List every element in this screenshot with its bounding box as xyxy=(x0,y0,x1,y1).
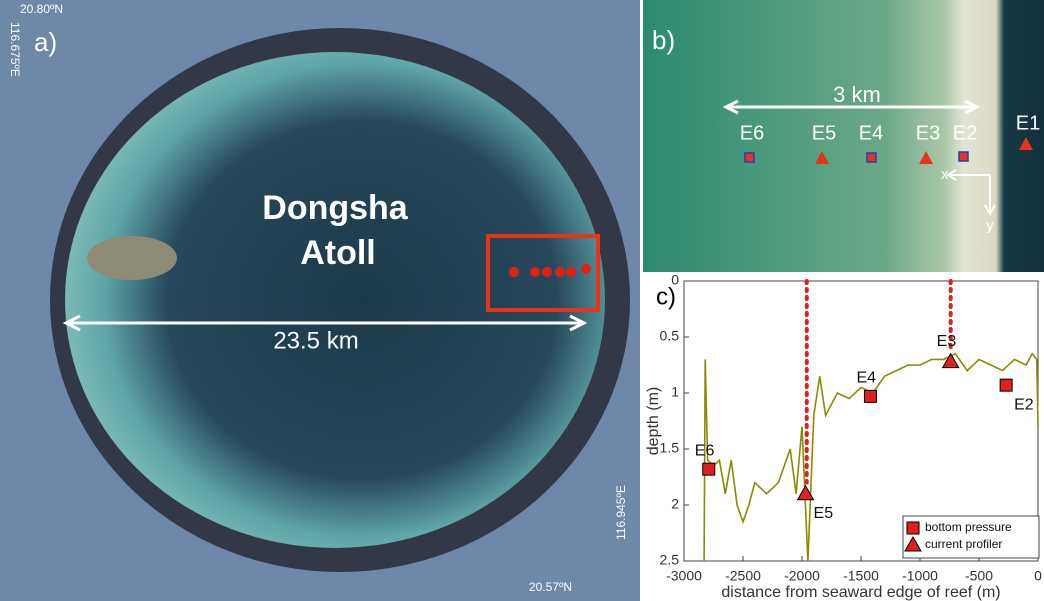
station-label: E3 xyxy=(916,122,940,144)
station-label: E5 xyxy=(814,505,834,522)
satellite-bg xyxy=(643,0,1044,272)
panel-b: b) 3 km E6 E5 E4 E3 E2 E1 x y xyxy=(643,0,1044,272)
station-label: E3 xyxy=(937,333,957,350)
y-tick-label: 2.5 xyxy=(660,552,680,568)
lon-label: 116.675ºE xyxy=(8,22,22,77)
marker-square xyxy=(1000,379,1012,391)
y-tick-label: 0.5 xyxy=(660,328,680,344)
x-tick-label: -500 xyxy=(965,568,993,584)
atoll xyxy=(65,52,605,548)
atoll-name: Atoll xyxy=(300,234,376,272)
scale-label: 23.5 km xyxy=(273,327,358,354)
x-tick-label: 0 xyxy=(1034,568,1042,584)
x-tick-label: -1500 xyxy=(843,568,879,584)
panel-a: a) 20.80ºN 116.675ºE Dongsha Atoll 23.5 … xyxy=(0,0,640,601)
y-tick-label: 1 xyxy=(671,384,679,400)
station-label: E6 xyxy=(740,122,764,144)
y-tick-label: 0 xyxy=(671,272,679,288)
station-label: E1 xyxy=(1016,112,1040,134)
x-tick-label: -2000 xyxy=(784,568,820,584)
x-tick-label: -1000 xyxy=(902,568,938,584)
y-tick-label: 1.5 xyxy=(660,440,680,456)
station-label: E2 xyxy=(953,122,977,144)
atoll-name: Dongsha xyxy=(262,189,409,227)
station-label: E6 xyxy=(695,442,715,459)
marker-square xyxy=(703,463,715,475)
lat-label: 20.57ºN xyxy=(529,580,572,594)
legend-label: current profiler xyxy=(925,537,1002,551)
station-label: E4 xyxy=(856,370,876,387)
station-label: E2 xyxy=(1014,396,1034,413)
axis-x-label: x xyxy=(941,166,949,183)
marker-square xyxy=(907,522,919,534)
axis-y-label: y xyxy=(986,217,994,234)
panel-label: a) xyxy=(34,27,57,57)
scale-label: 3 km xyxy=(833,82,881,107)
marker-square xyxy=(864,390,876,402)
page: {"panel_a":{"label":"a)","lat_top":"20.8… xyxy=(0,0,1044,601)
station-label: E5 xyxy=(812,122,836,144)
station-label: E4 xyxy=(859,122,883,144)
lon-label: 116.945ºE xyxy=(614,485,628,540)
x-tick-label: -3000 xyxy=(666,568,702,584)
legend-label: bottom pressure xyxy=(925,520,1012,534)
island xyxy=(87,236,177,280)
panel-label: b) xyxy=(652,25,675,55)
x-tick-label: -2500 xyxy=(725,568,761,584)
lat-label: 20.80ºN xyxy=(20,2,63,16)
figure: a) 20.80ºN 116.675ºE Dongsha Atoll 23.5 … xyxy=(0,0,1044,601)
y-tick-label: 2 xyxy=(671,496,679,512)
x-axis-label: distance from seaward edge of reef (m) xyxy=(721,584,1000,601)
